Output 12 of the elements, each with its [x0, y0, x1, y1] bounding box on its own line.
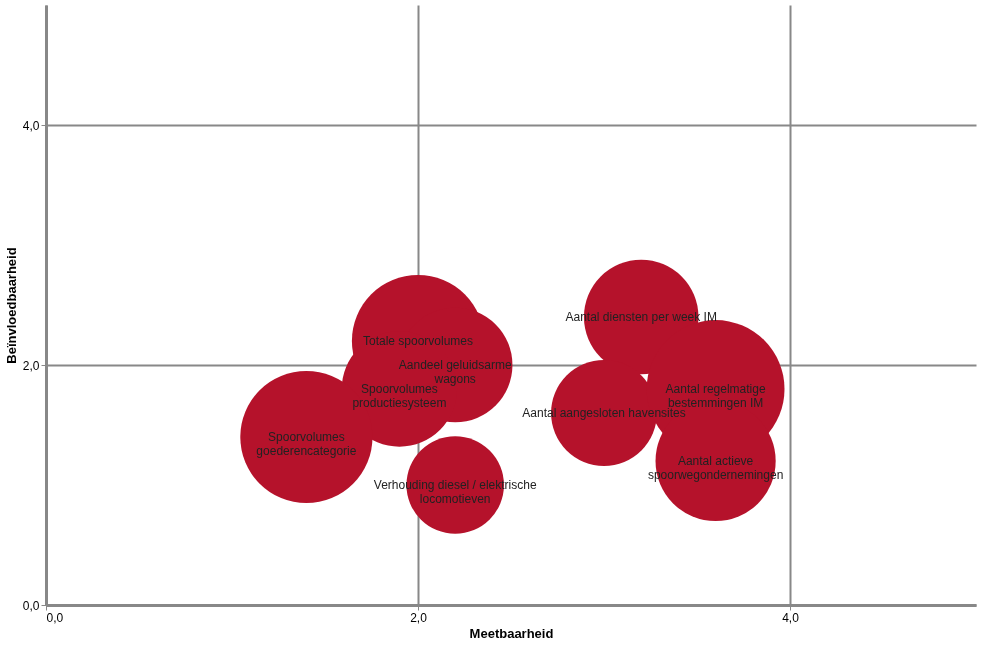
annotation: Spoorvolumes productiesysteem	[352, 382, 447, 410]
x-tick-label: 4,0	[782, 610, 800, 625]
y-tick-label: 4,0	[22, 118, 40, 133]
x-axis-title: Meetbaarheid	[469, 625, 554, 641]
x-tick-label: 2,0	[410, 610, 428, 625]
annotation: Totale spoorvolumes	[362, 334, 474, 348]
y-axis-title: Beïnvloedbaarheid	[3, 247, 19, 364]
y-tick-label: 0,0	[22, 598, 40, 613]
x-tick-label: 0,0	[46, 610, 64, 625]
annotation: Aantal regelmatige bestemmingen IM	[665, 382, 766, 410]
annotation: Spoorvolumes goederencategorie	[256, 430, 357, 458]
y-tick-label: 2,0	[22, 358, 40, 373]
